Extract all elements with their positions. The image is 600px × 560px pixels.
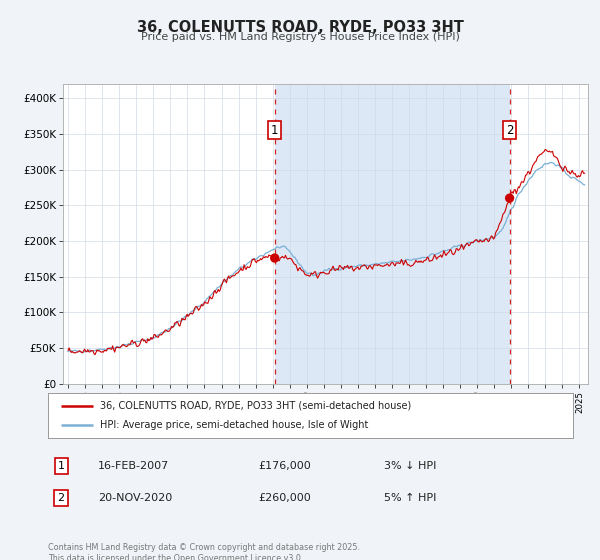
Text: 16-FEB-2007: 16-FEB-2007 (98, 461, 169, 470)
Text: 1: 1 (58, 461, 65, 470)
Text: 2: 2 (506, 124, 514, 137)
Text: 3% ↓ HPI: 3% ↓ HPI (384, 461, 436, 470)
Text: £260,000: £260,000 (258, 493, 311, 503)
Text: 2: 2 (58, 493, 65, 503)
Point (270, 254, 280, 263)
Text: Contains HM Land Registry data © Crown copyright and database right 2025.
This d: Contains HM Land Registry data © Crown c… (48, 543, 360, 560)
Text: 1: 1 (271, 124, 278, 137)
Text: 36, COLENUTTS ROAD, RYDE, PO33 3HT (semi-detached house): 36, COLENUTTS ROAD, RYDE, PO33 3HT (semi… (101, 400, 412, 410)
Point (505, 194, 514, 203)
Text: HPI: Average price, semi-detached house, Isle of Wight: HPI: Average price, semi-detached house,… (101, 421, 369, 431)
Text: Price paid vs. HM Land Registry's House Price Index (HPI): Price paid vs. HM Land Registry's House … (140, 32, 460, 43)
Text: 20-NOV-2020: 20-NOV-2020 (98, 493, 172, 503)
Text: £176,000: £176,000 (258, 461, 311, 470)
Bar (275, 84, 509, 384)
Text: 36, COLENUTTS ROAD, RYDE, PO33 3HT: 36, COLENUTTS ROAD, RYDE, PO33 3HT (137, 20, 463, 35)
Text: 5% ↑ HPI: 5% ↑ HPI (384, 493, 436, 503)
